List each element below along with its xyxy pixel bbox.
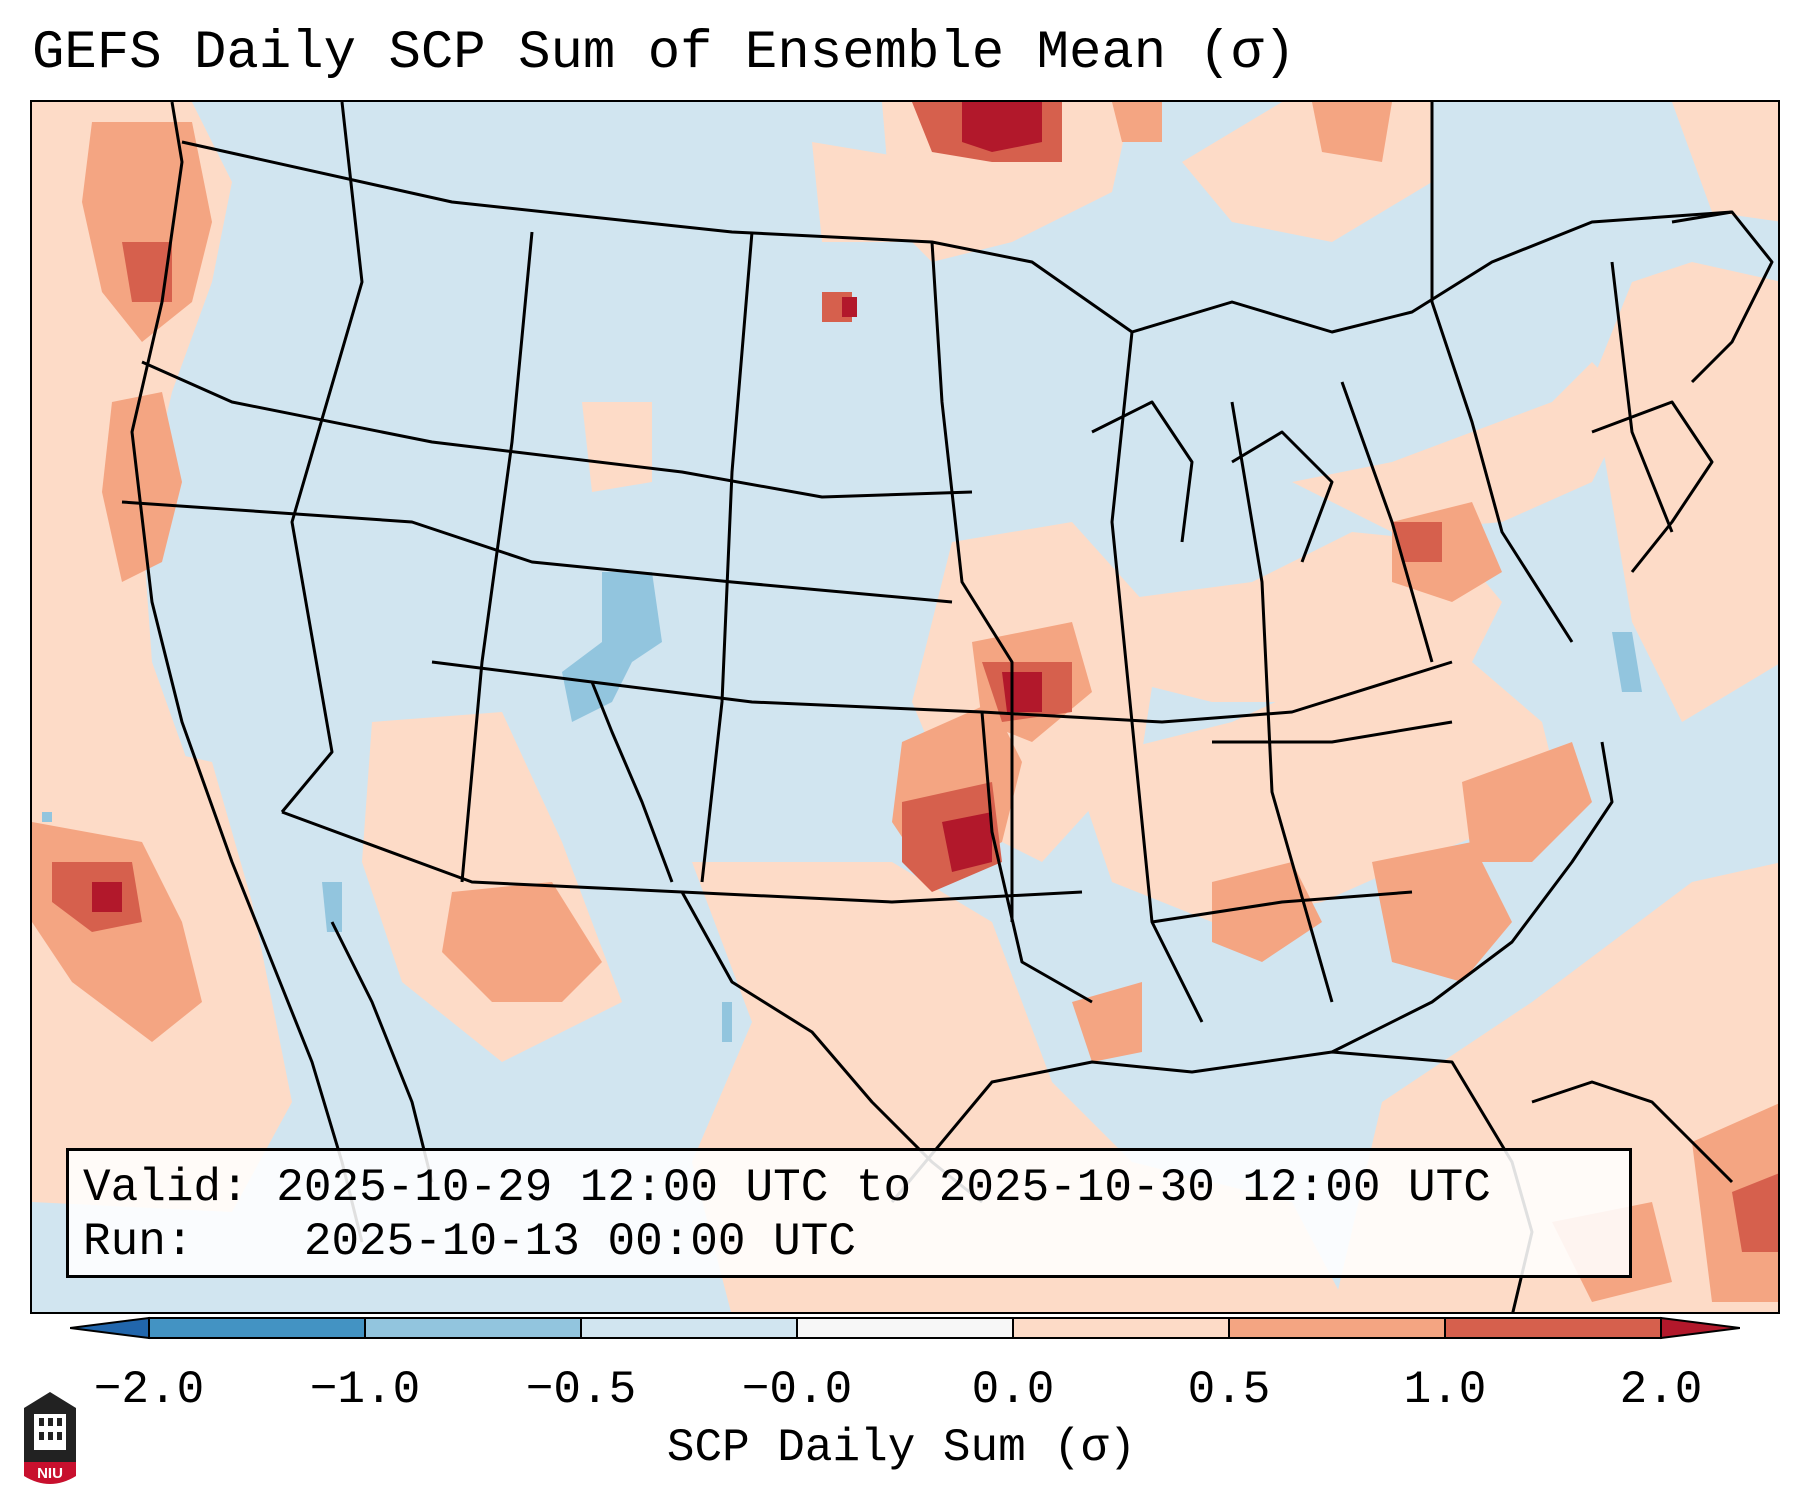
colorbar-label: SCP Daily Sum (σ) <box>666 1422 1137 1474</box>
colorbar-tick-label: −1.0 <box>309 1364 421 1416</box>
info-box: Valid: 2025-10-29 12:00 UTC to 2025-10-3… <box>66 1148 1632 1278</box>
logo-text: NIU <box>37 1465 63 1482</box>
colorbar-segment <box>365 1318 581 1338</box>
colorbar <box>70 1316 1740 1340</box>
colorbar-tick-label: 2.0 <box>1619 1364 1703 1416</box>
colorbar-segment <box>581 1318 797 1338</box>
colorbar-extend-high <box>1660 1316 1740 1340</box>
run-label: Run: <box>83 1216 194 1268</box>
map-panel[interactable] <box>30 100 1780 1314</box>
run-value: 2025-10-13 00:00 UTC <box>303 1216 856 1268</box>
valid-label: Valid: <box>83 1162 249 1214</box>
colorbar-segment <box>149 1318 365 1338</box>
colorbar-segment <box>1013 1318 1229 1338</box>
colorbar-tick-label: 0.0 <box>971 1364 1055 1416</box>
scp-field-negative <box>42 572 1642 1042</box>
colorbar-tick-label: 0.5 <box>1187 1364 1271 1416</box>
colorbar-segment <box>797 1318 1013 1338</box>
colorbar-segment <box>1229 1318 1445 1338</box>
colorbar-tick-label: 1.0 <box>1403 1364 1487 1416</box>
map-title: GEFS Daily SCP Sum of Ensemble Mean (σ) <box>32 23 1296 84</box>
colorbar-tick-label: −0.0 <box>741 1364 853 1416</box>
niu-logo-icon: NIU <box>24 1392 76 1484</box>
colorbar-tick-label: −0.5 <box>525 1364 637 1416</box>
colorbar-segment <box>1445 1318 1661 1338</box>
valid-value: 2025-10-29 12:00 UTC to 2025-10-30 12:00… <box>276 1162 1491 1214</box>
colorbar-extend-low <box>70 1316 150 1340</box>
colorbar-tick-label: −2.0 <box>93 1364 205 1416</box>
map-canvas <box>32 102 1778 1312</box>
boundary-lines <box>121 102 1774 1312</box>
